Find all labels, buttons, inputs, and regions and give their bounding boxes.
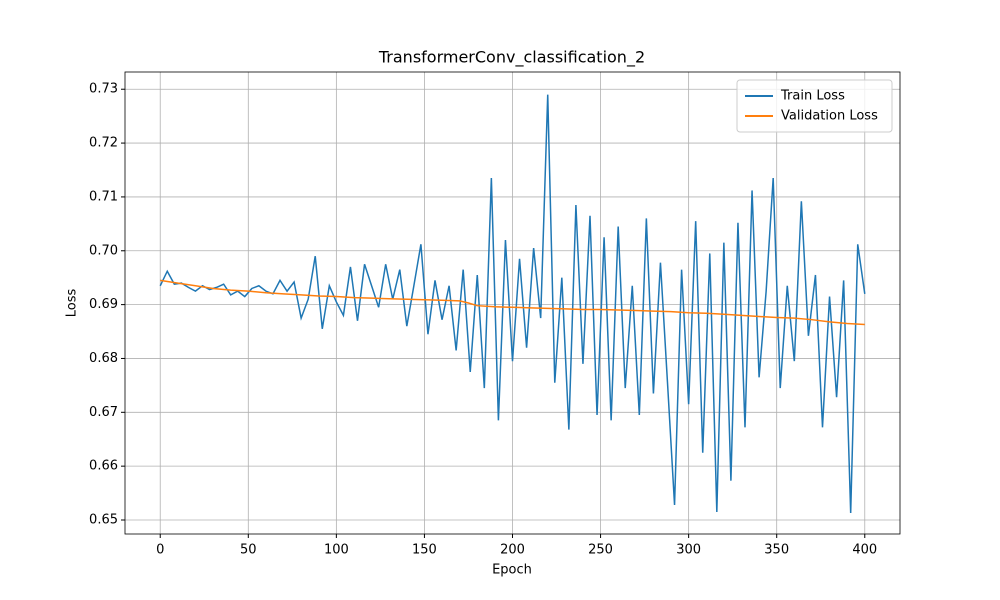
y-tick-label: 0.69 [89, 297, 118, 312]
x-tick-label: 50 [240, 543, 257, 558]
legend-label: Validation Loss [781, 109, 878, 124]
y-tick-label: 0.66 [89, 459, 118, 474]
line-series [160, 279, 865, 326]
x-tick-label: 250 [588, 543, 613, 558]
chart-title: TransformerConv_classification_2 [378, 48, 645, 68]
y-tick-label: 0.70 [89, 243, 118, 258]
y-tick-label: 0.67 [89, 405, 118, 420]
y-tick-label: 0.71 [89, 189, 118, 204]
y-tick-label: 0.72 [89, 136, 118, 151]
y-axis-label: Loss [65, 289, 80, 318]
x-tick-label: 0 [156, 543, 164, 558]
x-tick-label: 350 [764, 543, 789, 558]
x-tick-label: 400 [852, 543, 877, 558]
y-tick-label: 0.73 [89, 82, 118, 97]
x-axis-label: Epoch [492, 563, 532, 578]
x-tick-label: 300 [676, 543, 701, 558]
plot-frame [124, 71, 901, 535]
y-tick-label: 0.68 [89, 351, 118, 366]
x-tick-label: 200 [500, 543, 525, 558]
legend-box [736, 79, 893, 133]
legend-label: Train Loss [780, 89, 845, 104]
x-tick-label: 150 [412, 543, 437, 558]
x-tick-label: 100 [324, 543, 349, 558]
y-tick-label: 0.65 [89, 513, 118, 528]
line-series [159, 94, 866, 514]
